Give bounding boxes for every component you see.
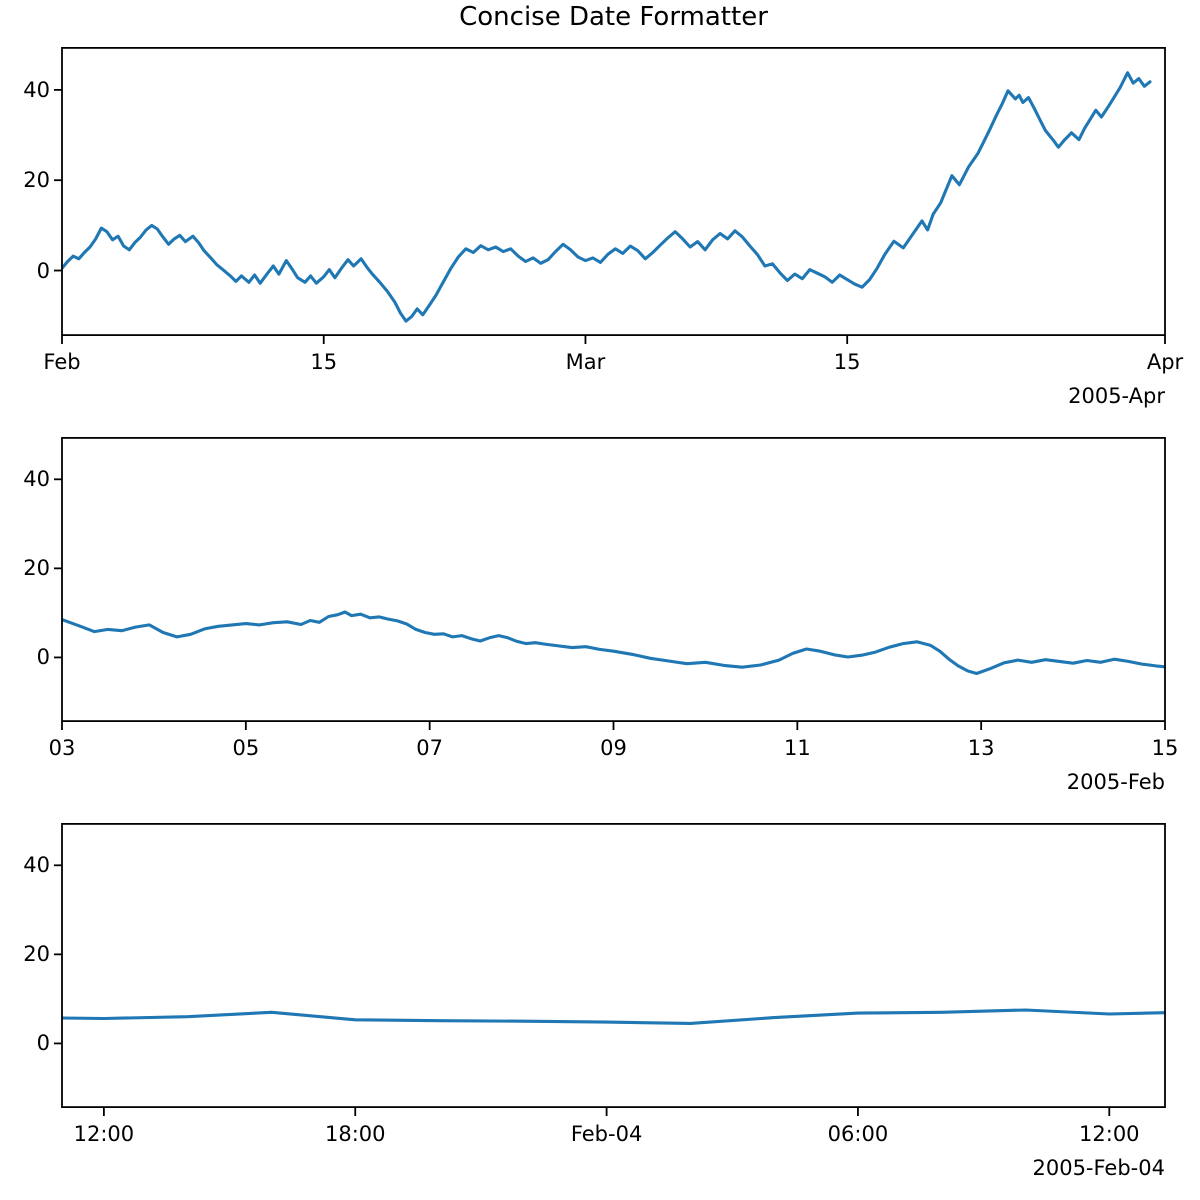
x-tick-label: 15 bbox=[1151, 736, 1179, 760]
x-tick-label: 09 bbox=[600, 736, 627, 760]
x-tick-label: Feb bbox=[43, 350, 81, 374]
x-tick-label: Feb-04 bbox=[570, 1122, 643, 1146]
subplot-hourly: 12:00 18:00 Feb-04 06:00 12:00 0 20 40 2005-Feb-… bbox=[0, 822, 1200, 1180]
x-tick-label: Apr bbox=[1146, 350, 1184, 374]
plot-area-hourly bbox=[54, 822, 1166, 1116]
axes-spines bbox=[61, 46, 1166, 337]
series-line-hourly bbox=[62, 1008, 1165, 1025]
x-tick-label: 05 bbox=[232, 736, 260, 760]
y-tick-label: 0 bbox=[36, 645, 50, 670]
series-line-monthly bbox=[62, 71, 1152, 323]
x-tick-label: 13 bbox=[967, 736, 995, 760]
axes-spines bbox=[61, 822, 1166, 1109]
y-tick-label: 40 bbox=[23, 77, 50, 102]
x-tick-label: 07 bbox=[416, 736, 444, 760]
y-tick-label: 20 bbox=[23, 556, 50, 581]
x-axis-offset-label: 2005-Feb-04 bbox=[1032, 1156, 1165, 1180]
x-tick-label: 15 bbox=[833, 350, 861, 374]
y-tick-label: 20 bbox=[23, 942, 50, 967]
x-tick-label: Mar bbox=[565, 350, 606, 374]
axes-spines bbox=[61, 436, 1166, 723]
x-tick-label: 11 bbox=[783, 736, 811, 760]
y-tick-label: 20 bbox=[23, 168, 50, 193]
chart-title: Concise Date Formatter bbox=[459, 2, 768, 32]
y-tick-label: 40 bbox=[23, 853, 50, 878]
y-tick-label: 0 bbox=[36, 258, 50, 283]
x-tick-label: 15 bbox=[310, 350, 338, 374]
plot-area-monthly bbox=[54, 46, 1166, 344]
x-tick-label: 12:00 bbox=[1079, 1122, 1140, 1146]
subplot-monthly: Feb 15 Mar 15 Apr 0 20 40 2005-Apr bbox=[0, 46, 1200, 408]
x-tick-label: 12:00 bbox=[73, 1122, 135, 1146]
plot-area-daily bbox=[54, 436, 1166, 730]
y-tick-label: 40 bbox=[23, 467, 50, 492]
x-axis-offset-label: 2005-Feb bbox=[1066, 770, 1165, 794]
x-tick-label: 03 bbox=[48, 736, 76, 760]
subplot-daily: 03 05 07 09 11 13 15 0 20 40 2005-Feb bbox=[0, 436, 1200, 794]
x-axis-offset-label: 2005-Apr bbox=[1068, 384, 1165, 408]
x-tick-label: 06:00 bbox=[827, 1122, 889, 1146]
series-line-daily bbox=[62, 610, 1165, 676]
y-tick-label: 0 bbox=[36, 1031, 50, 1056]
x-tick-label: 18:00 bbox=[324, 1122, 386, 1146]
